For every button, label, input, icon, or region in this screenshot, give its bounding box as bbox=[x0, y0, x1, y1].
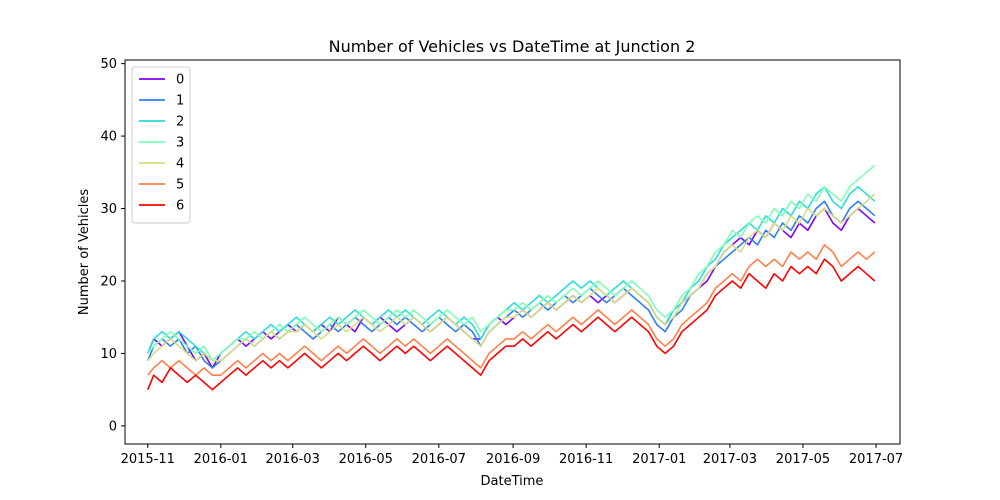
x-tick-label: 2015-11 bbox=[121, 452, 175, 467]
legend-label-0: 0 bbox=[176, 73, 184, 88]
x-tick-label: 2017-03 bbox=[703, 452, 757, 467]
x-axis-label: DateTime bbox=[481, 474, 544, 489]
legend-label-2: 2 bbox=[176, 115, 184, 130]
x-tick-label: 2016-07 bbox=[412, 452, 466, 467]
x-tick-label: 2016-03 bbox=[266, 452, 320, 467]
y-tick-label: 50 bbox=[100, 57, 117, 72]
x-tick-label: 2016-05 bbox=[339, 452, 393, 467]
series-line-4 bbox=[147, 193, 876, 362]
x-tick-label: 2017-07 bbox=[849, 452, 903, 467]
x-tick-label: 2017-05 bbox=[776, 452, 830, 467]
legend-label-6: 6 bbox=[176, 199, 184, 214]
legend-label-1: 1 bbox=[176, 94, 184, 109]
y-tick-label: 40 bbox=[100, 130, 117, 145]
legend-label-5: 5 bbox=[176, 178, 184, 193]
y-tick-label: 10 bbox=[100, 347, 117, 362]
x-axis: 2015-11 2016-01 2016-03 2016-05 2016-07 2016-… bbox=[121, 444, 903, 467]
x-tick-label: 2016-09 bbox=[486, 452, 540, 467]
y-tick-label: 20 bbox=[100, 274, 117, 289]
x-tick-label: 2016-01 bbox=[194, 452, 248, 467]
x-tick-label: 2016-11 bbox=[559, 452, 613, 467]
legend: 0 1 2 3 4 5 6 bbox=[131, 66, 191, 224]
x-tick-label: 2017-01 bbox=[632, 452, 686, 467]
series-line-6 bbox=[147, 258, 876, 391]
series-line-2 bbox=[147, 186, 876, 362]
series-layer bbox=[147, 164, 876, 391]
y-axis: 0 10 20 30 40 50 bbox=[100, 57, 125, 434]
legend-label-4: 4 bbox=[176, 157, 184, 172]
y-axis-label: Number of Vehicles bbox=[77, 189, 92, 316]
chart-title: Number of Vehicles vs DateTime at Juncti… bbox=[329, 37, 696, 56]
y-tick-label: 30 bbox=[100, 202, 117, 217]
legend-label-3: 3 bbox=[176, 136, 184, 151]
y-tick-label: 0 bbox=[109, 419, 117, 434]
plot-area-frame bbox=[124, 59, 901, 445]
series-line-5 bbox=[147, 244, 876, 377]
